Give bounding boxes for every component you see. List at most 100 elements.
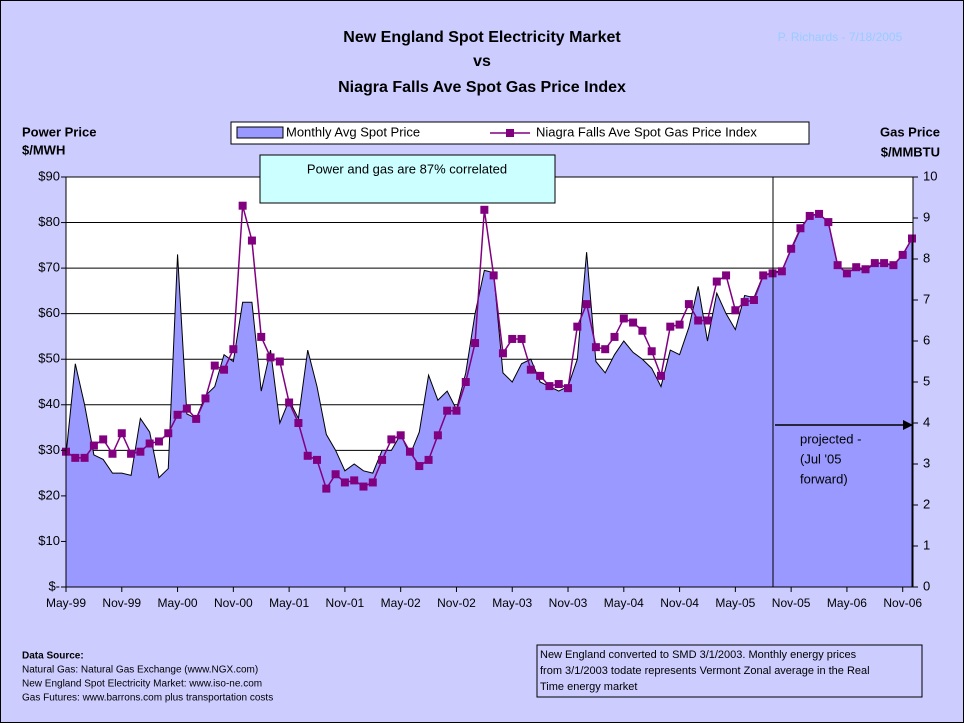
y-axis-label: Power Price	[22, 124, 96, 139]
y2-axis-label: $/MMBTU	[881, 144, 940, 159]
marker	[536, 371, 545, 380]
marker	[461, 378, 470, 386]
marker	[666, 322, 675, 331]
marker	[629, 318, 638, 327]
marker	[861, 265, 870, 274]
marker	[331, 470, 340, 479]
marker	[870, 259, 879, 268]
marker	[415, 462, 424, 471]
marker	[759, 271, 768, 280]
marker	[359, 482, 368, 491]
note-line: Time energy market	[540, 681, 637, 693]
x-tick-label: May-99	[46, 596, 86, 610]
marker	[712, 277, 721, 286]
legend-swatch	[236, 126, 284, 139]
x-tick-label: May-03	[492, 596, 532, 610]
marker	[182, 404, 191, 413]
marker	[833, 261, 842, 270]
marker	[433, 431, 442, 440]
title-line: vs	[473, 53, 491, 70]
x-tick-label: May-02	[381, 596, 421, 610]
x-tick-label: May-05	[715, 596, 755, 610]
source-line: Gas Futures: www.barrons.com plus transp…	[22, 693, 273, 704]
marker	[136, 447, 145, 456]
y2-tick-label: 4	[923, 414, 930, 429]
legend-label: Monthly Avg Spot Price	[286, 124, 420, 139]
marker	[99, 435, 108, 444]
y2-tick-label: 3	[923, 455, 930, 470]
marker	[498, 349, 507, 358]
marker	[842, 269, 851, 278]
marker	[526, 365, 535, 374]
marker	[238, 201, 247, 210]
marker	[266, 353, 275, 362]
x-tick-label: May-06	[827, 596, 867, 610]
marker	[619, 314, 628, 323]
marker	[564, 384, 573, 393]
marker	[89, 441, 98, 450]
marker	[378, 455, 387, 464]
x-tick-label: May-04	[604, 596, 644, 610]
marker	[173, 410, 182, 419]
marker	[740, 298, 749, 307]
marker	[880, 259, 889, 268]
marker	[71, 453, 80, 462]
y-tick-label: $60	[38, 305, 60, 320]
marker	[201, 394, 210, 403]
note-line: New England converted to SMD 3/1/2003. M…	[540, 649, 857, 661]
marker	[452, 406, 461, 415]
marker	[443, 406, 452, 415]
marker	[703, 316, 712, 325]
note-box	[536, 644, 923, 698]
y2-tick-label: 10	[923, 168, 937, 183]
annotation-box	[259, 154, 556, 204]
marker	[545, 382, 554, 391]
y-tick-label: $90	[38, 168, 60, 183]
marker	[480, 205, 489, 214]
x-tick-label: May-00	[158, 596, 198, 610]
marker	[777, 267, 786, 276]
source-line: Natural Gas: Natural Gas Exchange (www.N…	[22, 665, 258, 676]
marker	[638, 326, 647, 335]
marker	[229, 345, 238, 354]
marker	[247, 236, 256, 245]
arrow-head	[903, 420, 913, 430]
y2-tick-label: 7	[923, 291, 930, 306]
x-tick-label: Nov-00	[214, 596, 253, 610]
y2-tick-label: 9	[923, 209, 930, 224]
y2-tick-label: 0	[923, 578, 930, 593]
marker	[517, 334, 526, 343]
marker	[796, 224, 805, 233]
marker	[582, 300, 591, 309]
marker	[852, 263, 861, 272]
y-tick-label: $70	[38, 260, 60, 275]
marker	[350, 476, 359, 485]
title-line: New England Spot Electricity Market	[343, 29, 621, 46]
marker	[313, 455, 322, 464]
note-line: from 3/1/2003 todate represents Vermont …	[540, 665, 870, 677]
projection-label: (Jul '05	[800, 451, 842, 466]
marker	[898, 250, 907, 259]
y2-tick-label: 2	[923, 496, 930, 511]
y2-tick-label: 1	[923, 537, 930, 552]
x-tick-label: Nov-03	[549, 596, 588, 610]
marker	[722, 271, 731, 280]
author-note: P. Richards - 7/18/2005	[778, 30, 903, 44]
y-tick-label: $20	[38, 487, 60, 502]
marker	[340, 478, 349, 487]
marker	[787, 244, 796, 253]
marker	[656, 371, 665, 380]
marker	[675, 320, 684, 329]
marker	[889, 261, 898, 270]
y-tick-label: $50	[38, 351, 60, 366]
y2-tick-label: 6	[923, 332, 930, 347]
y2-tick-label: 5	[923, 373, 930, 388]
marker	[192, 414, 201, 423]
marker	[294, 419, 303, 427]
marker	[368, 478, 377, 487]
marker	[731, 306, 740, 315]
marker	[424, 455, 433, 464]
marker	[908, 234, 916, 243]
y-tick-label: $-	[48, 578, 60, 593]
legend-marker	[506, 129, 514, 137]
